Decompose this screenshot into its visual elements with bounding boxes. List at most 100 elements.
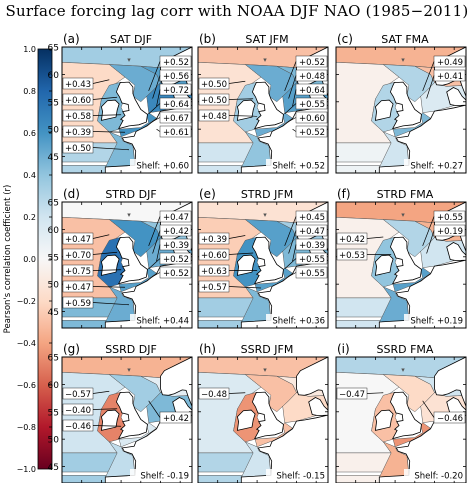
shelf-label: Shelf: +0.44 [136,317,189,327]
panel-frame [61,201,193,329]
region-bay [104,286,136,323]
panel-title: SAT DJF [110,33,152,46]
panel-c: ▾ (c) SAT FMA +0.49 +0.41 Shelf: +0.27 [335,32,467,174]
colorbar-tick-label: 0.0 [23,255,36,264]
panel-a: ▾ 65 60 55 50 45 (a) SAT DJF +0.43 +0.60 +0.58 +0.3… [48,32,193,174]
value-label: +0.39 [299,241,325,251]
land-0 [251,81,284,130]
y-tick-label: 65 [48,44,59,54]
panel-title: SSRD FMA [377,343,434,356]
station-marker: ▾ [263,366,267,374]
leader-line [148,103,161,115]
value-label: +0.43 [65,80,91,90]
value-label: +0.56 [163,72,189,82]
colorbar-tick-label: 0.2 [23,213,36,222]
value-label: −0.57 [65,390,91,400]
shelf-label: Shelf: +0.52 [272,162,325,172]
value-label: +0.60 [65,96,91,106]
colorbar-tick-label: 0.4 [23,171,36,180]
region-central [108,64,161,103]
shelf-label: Shelf: -0.20 [414,472,463,482]
region-central [382,374,435,413]
leader-line [422,61,435,91]
panel-letter: (c) [337,32,353,46]
value-label: +0.47 [65,235,91,245]
land-1 [100,409,120,431]
leader-line [288,230,297,254]
leader-line [92,131,126,133]
panel-frame [335,356,467,483]
value-label: +0.42 [163,414,189,424]
region-central [244,374,297,413]
value-label: +0.47 [65,283,91,293]
leader-line [228,252,254,255]
leader-line [152,272,161,277]
value-label: +0.42 [163,227,189,237]
leader-line [92,425,122,427]
panel-title: STRD JFM [241,188,293,201]
panel-letter: (g) [63,342,80,356]
panel-frame [197,46,329,174]
value-label: +0.63 [201,267,227,277]
leader-line [156,244,161,262]
panel-f: ▾ (f) STRD FMA +0.42 +0.53 +0.55 +0.19 Shelf: +… [335,187,467,329]
land-2 [104,242,192,328]
region-central [244,64,297,103]
colorbar-tick-label: 1.0 [23,45,36,54]
leader-line [292,244,297,262]
colorbar-tick-label: −1.0 [17,465,36,474]
y-tick-label: 60 [48,226,60,236]
leader-line [228,98,254,100]
leader-line [92,408,118,410]
value-label: +0.41 [437,72,463,82]
value-label: −0.47 [339,390,365,400]
land-3 [434,357,466,407]
region-central [382,219,435,258]
land-3 [296,357,328,407]
value-label: +0.48 [201,112,227,122]
panel-title: SAT JFM [245,33,288,46]
shelf-label: Shelf: +0.27 [410,162,463,172]
panel-letter: (h) [199,342,216,356]
y-tick-label: 45 [48,153,59,163]
leader-line [92,234,110,239]
land-2 [240,87,328,173]
station-marker: ▾ [401,211,405,219]
value-label: −0.46 [437,414,463,424]
leader-line [228,286,262,289]
panel-title: SSRD JFM [241,343,294,356]
land-1 [374,99,394,121]
panel-i: ▾−15−10−50510(i)SSRD FMA−0.47−0.46Shelf:… [335,342,467,483]
value-label: −0.40 [65,406,91,416]
leader-line [148,400,161,418]
leader-line [156,128,161,132]
value-label: +0.39 [65,128,91,138]
value-label: +0.55 [437,213,463,223]
leader-line [228,80,246,84]
value-label: +0.55 [299,269,325,279]
y-tick-label: 65 [48,199,59,209]
region-central [108,219,161,258]
value-label: +0.48 [299,72,325,82]
colorbar-tick-label: 0.8 [23,87,36,96]
region-bay [240,441,272,478]
value-label: +0.47 [163,213,189,223]
value-label: +0.59 [65,299,91,309]
value-label: +0.75 [65,267,91,277]
station-marker: ▾ [401,56,405,64]
station-marker: ▾ [263,56,267,64]
leader-line [228,392,246,394]
station-marker: ▾ [263,211,267,219]
leader-line [422,400,435,418]
panel-e: ▾ (e) STRD JFM +0.39 +0.60 +0.63 +0.57 +0.45 +0.… [197,187,329,329]
land-0 [115,236,148,285]
y-tick-label: 45 [48,463,59,473]
shelf-label-box [404,159,465,171]
land-2 [378,87,466,173]
value-label: +0.64 [163,100,189,110]
region-bay [104,441,136,478]
panel-letter: (i) [337,342,350,356]
station-marker: ▾ [127,56,131,64]
shelf-label-box [130,314,191,326]
